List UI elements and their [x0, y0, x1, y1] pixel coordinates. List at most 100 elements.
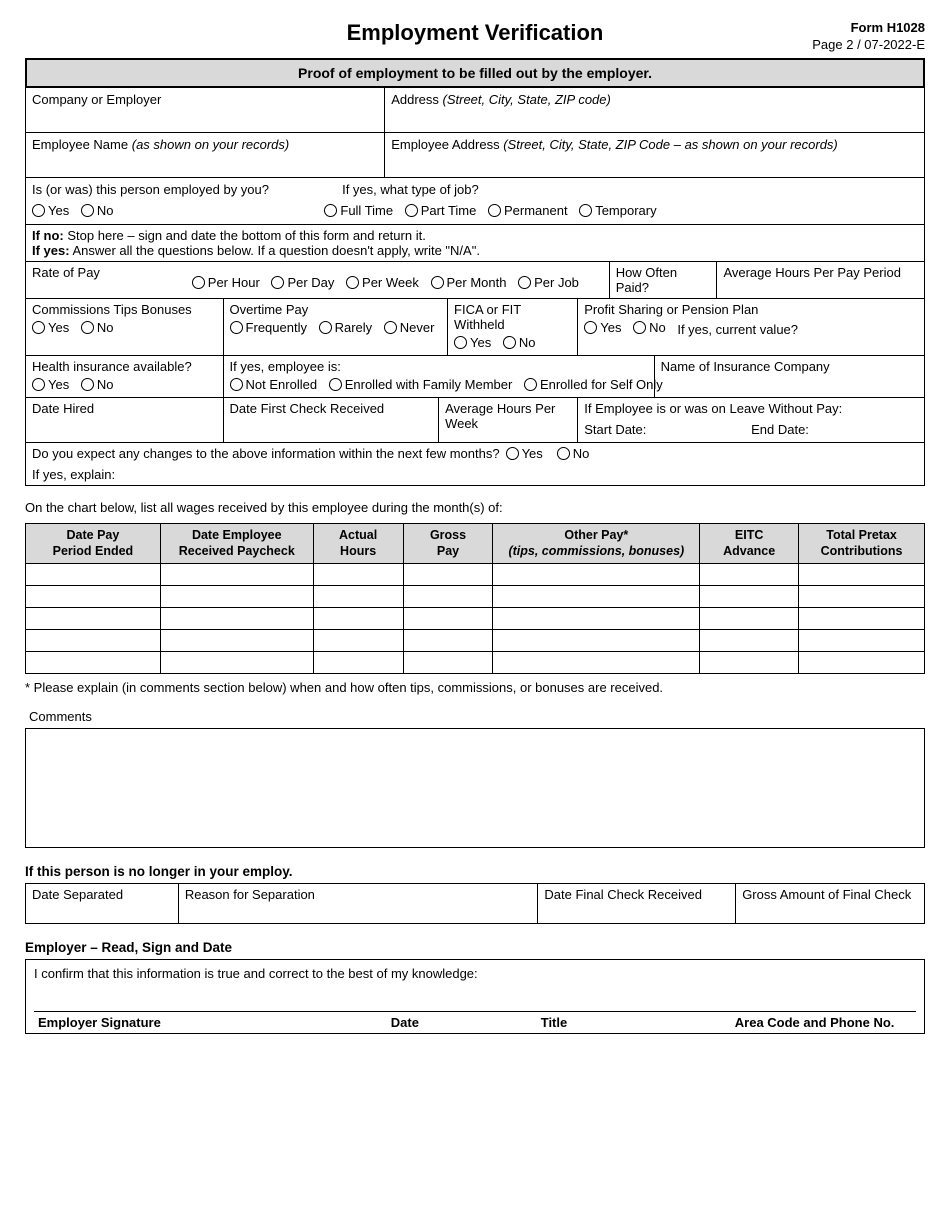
enrollment-cell: If yes, employee is: Not Enrolled Enroll… — [224, 356, 655, 397]
wage-cell[interactable] — [799, 564, 925, 586]
fica-yes-radio[interactable]: Yes — [454, 335, 491, 350]
overtime-never-radio[interactable]: Never — [384, 320, 435, 335]
wage-cell[interactable] — [799, 652, 925, 674]
signature-heading: Employer – Read, Sign and Date — [25, 940, 925, 955]
wage-cell[interactable] — [160, 564, 313, 586]
wage-cell[interactable] — [26, 586, 161, 608]
wage-cell[interactable] — [160, 608, 313, 630]
insurance-name-cell[interactable]: Name of Insurance Company — [655, 356, 924, 397]
wages-intro: On the chart below, list all wages recei… — [25, 500, 925, 515]
page-info: Page 2 / 07-2022-E — [812, 37, 925, 54]
wage-cell[interactable] — [403, 564, 493, 586]
employee-name-field[interactable]: Employee Name (as shown on your records) — [26, 133, 385, 177]
wage-cell[interactable] — [799, 586, 925, 608]
wage-cell[interactable] — [313, 652, 403, 674]
wage-cell[interactable] — [493, 630, 700, 652]
wage-cell[interactable] — [493, 564, 700, 586]
employed-no-radio[interactable]: No — [81, 203, 114, 218]
date-separated-cell[interactable]: Date Separated — [26, 884, 179, 924]
overtime-cell: Overtime Pay Frequently Rarely Never — [224, 299, 449, 355]
date-hired-cell[interactable]: Date Hired — [26, 398, 224, 442]
wage-cell[interactable] — [403, 586, 493, 608]
first-check-cell[interactable]: Date First Check Received — [224, 398, 440, 442]
per-hour-radio[interactable]: Per Hour — [192, 275, 260, 290]
comm-no-radio[interactable]: No — [81, 320, 114, 335]
employed-yes-radio[interactable]: Yes — [32, 203, 69, 218]
wage-cell[interactable] — [700, 564, 799, 586]
final-check-date-cell[interactable]: Date Final Check Received — [538, 884, 736, 924]
wage-cell[interactable] — [160, 630, 313, 652]
wage-cell[interactable] — [700, 630, 799, 652]
wage-cell[interactable] — [313, 586, 403, 608]
rate-label: Rate of Pay — [32, 265, 100, 280]
wage-cell[interactable] — [700, 586, 799, 608]
wage-cell[interactable] — [799, 630, 925, 652]
profit-no-radio[interactable]: No — [633, 320, 666, 335]
wage-header: ActualHours — [313, 524, 403, 564]
explain-field[interactable]: If yes, explain: — [32, 467, 918, 482]
wage-cell[interactable] — [160, 586, 313, 608]
gross-final-check-cell[interactable]: Gross Amount of Final Check — [736, 884, 925, 924]
wage-cell[interactable] — [313, 608, 403, 630]
wage-cell[interactable] — [313, 630, 403, 652]
if-no-label: If no: — [32, 228, 64, 243]
wage-header: EITCAdvance — [700, 524, 799, 564]
overtime-frequently-radio[interactable]: Frequently — [230, 320, 307, 335]
comm-yes-radio[interactable]: Yes — [32, 320, 69, 335]
reason-separation-cell[interactable]: Reason for Separation — [178, 884, 538, 924]
emp-name-hint: (as shown on your records) — [132, 137, 290, 152]
wage-cell[interactable] — [493, 608, 700, 630]
comments-box[interactable] — [25, 728, 925, 848]
leave-start-date[interactable]: Start Date: — [584, 422, 751, 437]
how-often-cell[interactable]: How Often Paid? — [610, 262, 718, 298]
wage-cell[interactable] — [160, 652, 313, 674]
wage-cell[interactable] — [799, 608, 925, 630]
emp-addr-label: Employee Address — [391, 137, 499, 152]
overtime-rarely-radio[interactable]: Rarely — [319, 320, 373, 335]
enrolled-self-radio[interactable]: Enrolled for Self Only — [524, 377, 663, 392]
health-insurance-cell: Health insurance available? Yes No — [26, 356, 224, 397]
wage-cell[interactable] — [403, 608, 493, 630]
leave-cell: If Employee is or was on Leave Without P… — [578, 398, 924, 442]
parttime-radio[interactable]: Part Time — [405, 203, 477, 218]
per-day-radio[interactable]: Per Day — [271, 275, 334, 290]
wage-cell[interactable] — [403, 630, 493, 652]
fica-cell: FICA or FIT Withheld Yes No — [448, 299, 578, 355]
temporary-radio[interactable]: Temporary — [579, 203, 656, 218]
changes-no-radio[interactable]: No — [557, 446, 590, 461]
wage-cell[interactable] — [493, 652, 700, 674]
employed-row: Is (or was) this person employed by you?… — [26, 178, 924, 224]
wage-cell[interactable] — [700, 652, 799, 674]
per-job-radio[interactable]: Per Job — [518, 275, 579, 290]
avg-hours-week-cell[interactable]: Average Hours Per Week — [439, 398, 578, 442]
per-week-radio[interactable]: Per Week — [346, 275, 419, 290]
wage-cell[interactable] — [493, 586, 700, 608]
wage-cell[interactable] — [403, 652, 493, 674]
company-label: Company or Employer — [32, 92, 161, 107]
per-month-radio[interactable]: Per Month — [431, 275, 507, 290]
wage-header: Total PretaxContributions — [799, 524, 925, 564]
employee-address-field[interactable]: Employee Address (Street, City, State, Z… — [385, 133, 924, 177]
comments-label: Comments — [29, 709, 925, 724]
enrolled-family-radio[interactable]: Enrolled with Family Member — [329, 377, 513, 392]
health-no-radio[interactable]: No — [81, 377, 114, 392]
wage-cell[interactable] — [313, 564, 403, 586]
avg-hours-period-cell[interactable]: Average Hours Per Pay Period — [717, 262, 924, 298]
not-enrolled-radio[interactable]: Not Enrolled — [230, 377, 318, 392]
leave-end-date[interactable]: End Date: — [751, 422, 809, 437]
wage-cell[interactable] — [26, 630, 161, 652]
wage-cell[interactable] — [26, 608, 161, 630]
company-field[interactable]: Company or Employer — [26, 88, 385, 132]
address-field[interactable]: Address (Street, City, State, ZIP code) — [385, 88, 924, 132]
fica-no-radio[interactable]: No — [503, 335, 536, 350]
health-yes-radio[interactable]: Yes — [32, 377, 69, 392]
changes-yes-radio[interactable]: Yes — [506, 446, 543, 461]
wage-cell[interactable] — [26, 564, 161, 586]
fulltime-radio[interactable]: Full Time — [324, 203, 393, 218]
page-header: Employment Verification Form H1028 Page … — [25, 20, 925, 46]
profit-yes-radio[interactable]: Yes — [584, 320, 621, 335]
wage-cell[interactable] — [700, 608, 799, 630]
wage-cell[interactable] — [26, 652, 161, 674]
sig-phone-label: Area Code and Phone No. — [731, 1012, 916, 1033]
permanent-radio[interactable]: Permanent — [488, 203, 568, 218]
